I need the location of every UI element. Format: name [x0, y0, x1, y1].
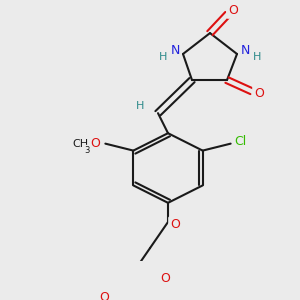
Text: O: O — [228, 4, 238, 17]
Text: CH: CH — [72, 139, 88, 148]
Text: N: N — [170, 44, 180, 57]
Text: O: O — [160, 272, 170, 285]
Text: O: O — [254, 87, 264, 100]
Text: O: O — [99, 291, 109, 300]
Text: 3: 3 — [85, 146, 90, 155]
Text: O: O — [170, 218, 180, 231]
Text: H: H — [136, 101, 144, 111]
Text: O: O — [90, 137, 100, 150]
Text: H: H — [159, 52, 167, 61]
Text: N: N — [240, 44, 250, 57]
Text: Cl: Cl — [235, 135, 247, 148]
Text: H: H — [253, 52, 261, 61]
